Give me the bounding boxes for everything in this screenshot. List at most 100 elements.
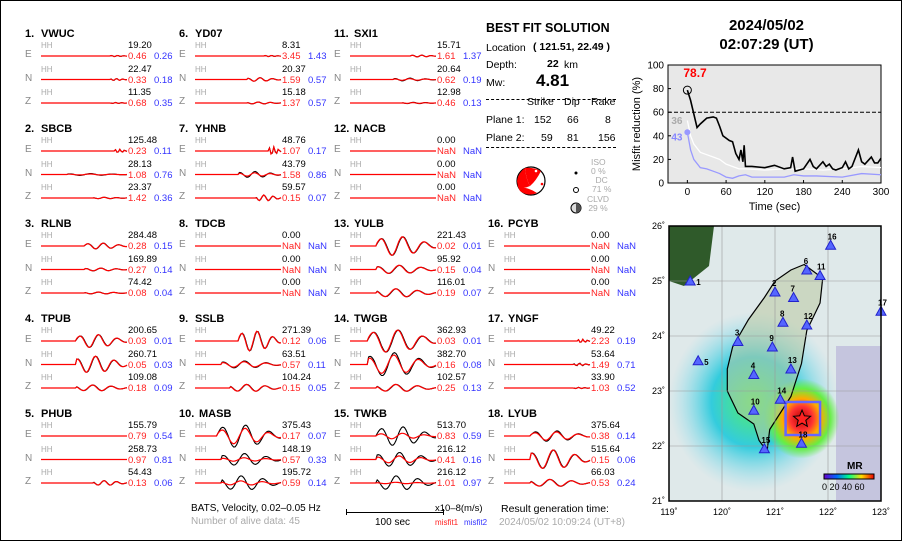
colorbar bbox=[823, 473, 875, 480]
best-grid-box bbox=[784, 400, 822, 437]
misfit1-value: 0.27 bbox=[128, 264, 147, 276]
station-marker[interactable] bbox=[766, 340, 779, 352]
station-marker[interactable] bbox=[732, 335, 744, 346]
misfit2-value: 0.13 bbox=[463, 383, 482, 394]
lon-tick-label: 119˚ bbox=[660, 507, 677, 517]
station-name: TPUB bbox=[41, 313, 71, 325]
misfit1-value: NaN bbox=[437, 146, 457, 157]
depth-value: 22 bbox=[547, 58, 559, 70]
location-value: ( 121.51, 22.49 ) bbox=[533, 41, 611, 53]
channel-label: HH bbox=[350, 88, 362, 97]
station-marker[interactable] bbox=[769, 285, 781, 297]
station-marker[interactable] bbox=[785, 362, 797, 374]
alive-count: Number of alive data: 45 bbox=[191, 516, 300, 527]
series-line-0 bbox=[686, 89, 882, 173]
synthetic-trace bbox=[41, 333, 128, 348]
component-label: N bbox=[25, 167, 33, 179]
misfit1-value: 0.41 bbox=[437, 454, 456, 466]
amplitude-value: 169.89 bbox=[128, 253, 158, 265]
x-tick-label: 240 bbox=[834, 187, 851, 198]
channel-label: HH bbox=[41, 88, 53, 97]
lat-tick-label: 25˚ bbox=[652, 276, 665, 286]
channel-label: HH bbox=[41, 231, 53, 240]
channel-label: HH bbox=[41, 41, 53, 50]
synthetic-trace bbox=[350, 354, 437, 375]
component-label: E bbox=[488, 429, 495, 440]
misfit1-value: 1.07 bbox=[282, 146, 301, 157]
misfit2-value: 0.19 bbox=[463, 74, 482, 86]
series-line-2 bbox=[686, 132, 882, 179]
misfit1-value: 1.01 bbox=[437, 478, 456, 489]
plane1-strike: 152 bbox=[534, 114, 552, 126]
synthetic-trace bbox=[195, 101, 282, 105]
misfit2-value: 0.18 bbox=[154, 74, 173, 86]
station-marker[interactable] bbox=[824, 239, 837, 250]
station-number-label: 16 bbox=[828, 232, 837, 241]
station-marker[interactable] bbox=[787, 291, 800, 302]
synthetic-trace bbox=[504, 431, 591, 441]
amplitude-value: 53.64 bbox=[591, 348, 615, 360]
waveform-plot bbox=[504, 245, 590, 294]
amplitude-value: 22.47 bbox=[128, 63, 152, 75]
amplitude-value: 216.12 bbox=[437, 467, 467, 478]
station-name: TDCB bbox=[195, 218, 226, 230]
misfit1-value: 0.15 bbox=[282, 383, 301, 394]
amplitude-value: 375.43 bbox=[282, 420, 312, 431]
station-panel: 4. TPUB E HH 200.65 0.03 0.01 N HH 260.71 … bbox=[25, 313, 175, 403]
station-number-label: 12 bbox=[804, 312, 813, 321]
amplitude-value: 362.93 bbox=[437, 325, 467, 336]
misfit2-value: 0.81 bbox=[154, 454, 173, 466]
component-label: N bbox=[25, 72, 33, 84]
station-marker[interactable] bbox=[747, 404, 760, 415]
y-tick-label: 60 bbox=[653, 108, 665, 119]
synthetic-trace bbox=[350, 481, 437, 485]
station-marker[interactable] bbox=[800, 263, 813, 275]
amplitude-value: 102.57 bbox=[437, 372, 467, 383]
mw-value: 4.81 bbox=[536, 71, 570, 90]
misfit2-value: 0.14 bbox=[154, 264, 173, 276]
station-marker[interactable] bbox=[777, 316, 789, 327]
synthetic-trace bbox=[504, 363, 591, 366]
amplitude-value: 66.03 bbox=[591, 467, 615, 478]
station-marker[interactable] bbox=[795, 437, 808, 448]
station-marker[interactable] bbox=[800, 318, 813, 330]
synthetic-trace bbox=[350, 264, 437, 275]
station-marker[interactable] bbox=[684, 274, 697, 286]
station-name: SBCB bbox=[41, 123, 73, 135]
component-label: Z bbox=[25, 191, 32, 202]
misfit1-value: 0.83 bbox=[437, 431, 456, 442]
misfit2-value: 0.33 bbox=[308, 454, 327, 466]
station-number: 3. bbox=[25, 218, 35, 230]
channel-label: HH bbox=[504, 421, 516, 430]
misfit1-value: NaN bbox=[282, 241, 302, 252]
station-number: 13. bbox=[334, 218, 350, 230]
data-info: BATS, Velocity, 0.02–0.05 Hz bbox=[191, 503, 321, 514]
amplitude-value: 258.73 bbox=[128, 443, 158, 455]
component-label: E bbox=[179, 334, 186, 345]
misfit1-value: 0.57 bbox=[282, 359, 301, 371]
station-marker[interactable] bbox=[814, 269, 826, 280]
divider bbox=[486, 99, 616, 100]
station-marker[interactable] bbox=[692, 354, 704, 366]
lon-tick-label: 122˚ bbox=[819, 507, 837, 517]
misfit1-value: 0.05 bbox=[128, 359, 147, 371]
component-label: E bbox=[334, 239, 341, 250]
component-label: E bbox=[179, 429, 186, 440]
station-marker[interactable] bbox=[774, 393, 787, 404]
component-label: Z bbox=[488, 476, 495, 487]
component-label: Z bbox=[334, 476, 341, 487]
amplitude-value: 125.48 bbox=[128, 135, 158, 146]
misfit1-value: 0.03 bbox=[128, 336, 147, 347]
station-number: 2. bbox=[25, 123, 35, 135]
amplitude-value: 43.79 bbox=[282, 158, 306, 170]
misfit1-value: 0.33 bbox=[128, 74, 147, 86]
amplitude-value: 20.64 bbox=[437, 63, 461, 75]
component-label: E bbox=[25, 334, 32, 345]
misfit2-value: 0.52 bbox=[617, 383, 636, 394]
iso-icon bbox=[574, 171, 578, 175]
station-name: TWGB bbox=[354, 313, 388, 325]
component-label: N bbox=[488, 357, 496, 369]
station-marker[interactable] bbox=[758, 442, 771, 454]
station-marker[interactable] bbox=[747, 368, 760, 379]
